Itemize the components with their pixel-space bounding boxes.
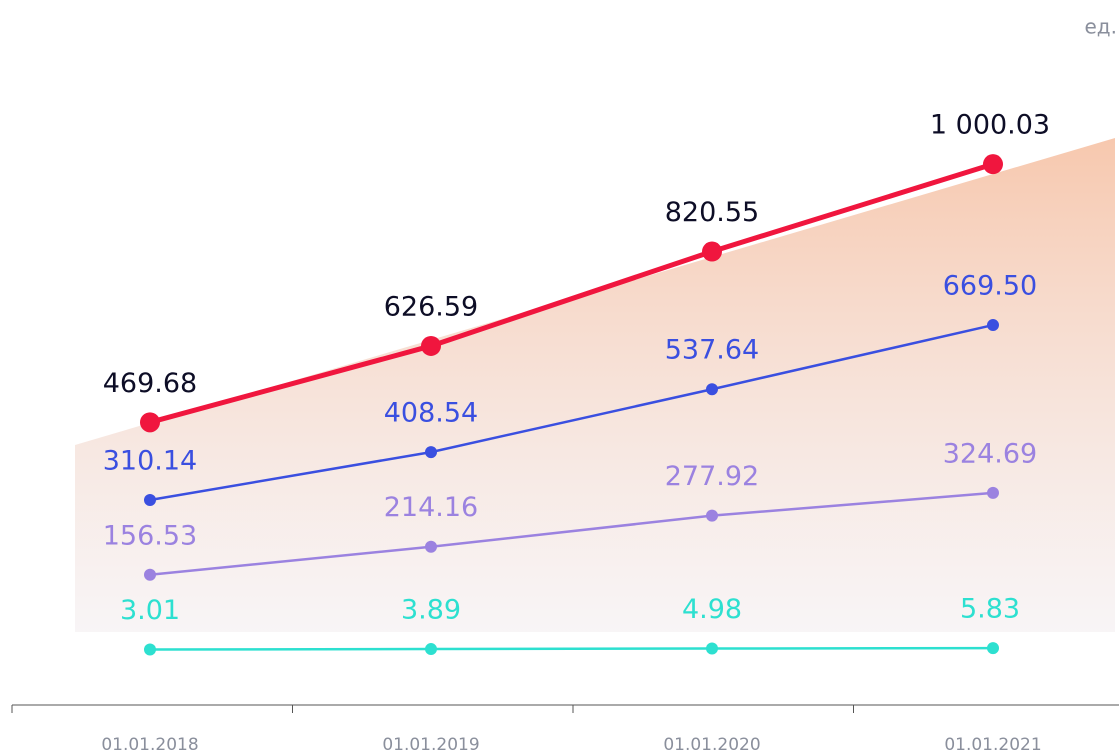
x-tick-label: 01.01.2021 (944, 735, 1041, 755)
value-label: 5.83 (960, 594, 1020, 625)
value-label: 626.59 (384, 291, 478, 322)
data-point (421, 335, 441, 356)
value-label: 669.50 (943, 271, 1037, 302)
data-point (425, 643, 437, 656)
x-tick-label: 01.01.2018 (101, 735, 198, 755)
series-line (149, 491, 994, 577)
value-label: 310.14 (103, 445, 197, 476)
unit-label: ед. (1085, 15, 1118, 39)
data-point (983, 154, 1003, 175)
data-point (987, 486, 999, 499)
value-label: 1 000.03 (930, 110, 1050, 141)
value-label: 408.54 (384, 398, 478, 429)
value-label: 277.92 (665, 461, 759, 492)
value-label: 214.16 (384, 492, 478, 523)
data-point (706, 509, 718, 522)
value-label: 820.55 (665, 197, 759, 228)
value-label: 324.69 (943, 438, 1037, 469)
data-point (144, 643, 156, 656)
data-point (425, 540, 437, 553)
value-label: 537.64 (665, 335, 759, 366)
value-label: 3.01 (120, 595, 180, 626)
series-line (149, 161, 994, 425)
data-point (987, 319, 999, 332)
data-point (706, 642, 718, 655)
data-point (706, 383, 718, 396)
value-label: 156.53 (103, 520, 197, 551)
data-point (425, 446, 437, 459)
x-tick-label: 01.01.2020 (663, 735, 760, 755)
series-line (149, 323, 994, 502)
value-label: 469.68 (103, 368, 197, 399)
data-point (140, 412, 160, 433)
data-point (144, 493, 156, 506)
background-area (75, 138, 1115, 632)
data-point (144, 568, 156, 581)
data-point (702, 241, 722, 262)
value-label: 4.98 (682, 594, 742, 625)
x-tick-label: 01.01.2019 (382, 735, 479, 755)
data-point (987, 642, 999, 655)
series-line (149, 646, 994, 651)
value-label: 3.89 (401, 595, 461, 626)
